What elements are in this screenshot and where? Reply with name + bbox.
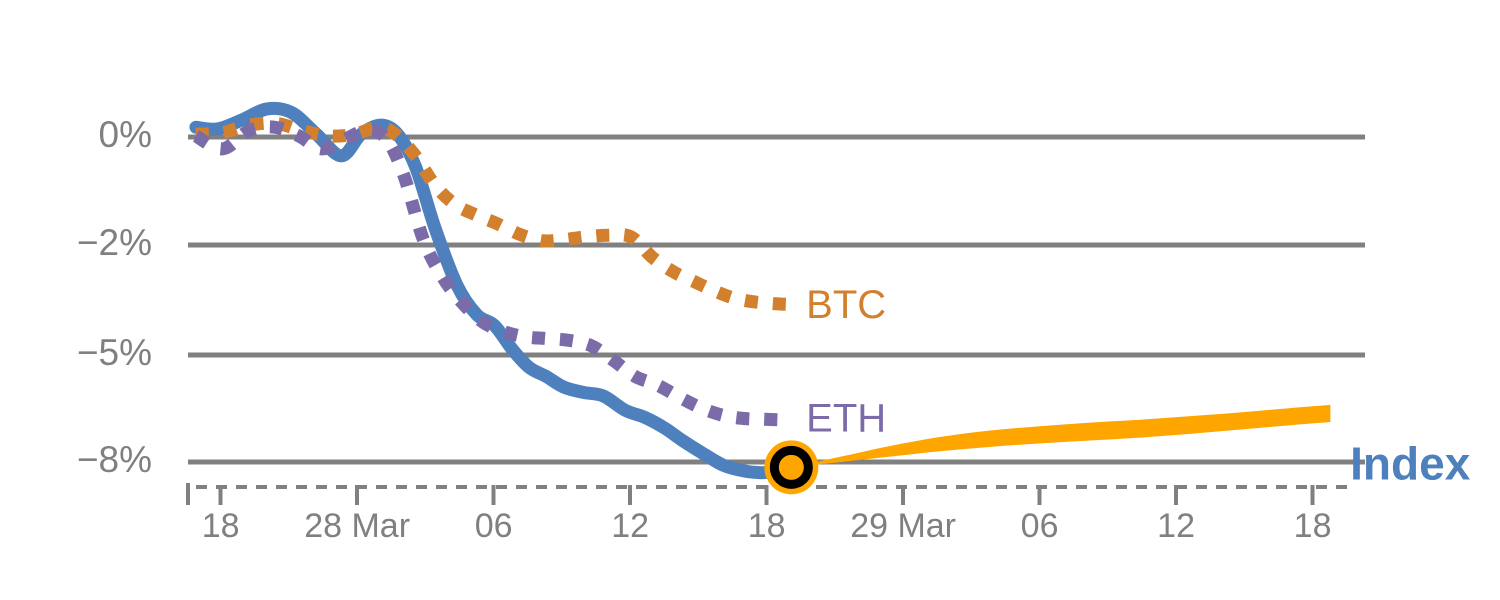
x-tick-label-5: 29 Mar	[850, 507, 956, 545]
forecast-band-area	[791, 404, 1331, 468]
x-tick-label-8: 18	[1294, 507, 1332, 545]
x-axis-ticks	[218, 485, 1315, 505]
series-line-eth	[192, 120, 784, 427]
series-line-btc	[195, 116, 790, 311]
x-tick-label-0: 18	[202, 507, 240, 545]
y-tick-label-2: −5%	[77, 332, 152, 373]
index-label: Index	[1350, 438, 1471, 490]
y-axis-tick-labels: 0% −2% −5% −8%	[77, 114, 152, 480]
series-annotations: BTC ETH Index	[806, 283, 1471, 490]
x-tick-label-6: 06	[1021, 507, 1059, 545]
y-tick-label-1: −2%	[77, 222, 152, 263]
axis-baseline	[186, 483, 1355, 505]
current-value-marker[interactable]	[764, 440, 819, 495]
x-axis-tick-labels: 18 28 Mar 06 12 18 29 Mar 06 12 18	[202, 507, 1332, 545]
marker-ring[interactable]	[769, 445, 813, 489]
x-tick-label-2: 06	[475, 507, 513, 545]
forecast-band	[791, 404, 1331, 468]
y-tick-label-3: −8%	[77, 439, 152, 480]
eth-label: ETH	[806, 397, 886, 441]
x-tick-label-3: 12	[611, 507, 649, 545]
y-tick-label-0: 0%	[99, 114, 152, 155]
x-tick-label-1: 28 Mar	[304, 507, 410, 545]
x-tick-label-7: 12	[1157, 507, 1195, 545]
btc-label: BTC	[806, 283, 886, 327]
data-series	[189, 101, 796, 480]
x-tick-label-4: 18	[748, 507, 786, 545]
